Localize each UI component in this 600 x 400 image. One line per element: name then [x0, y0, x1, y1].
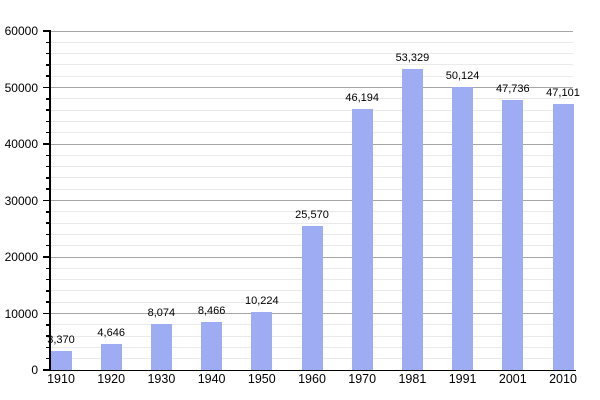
y-minor-tick	[46, 52, 50, 55]
minor-gridline	[50, 166, 573, 168]
y-minor-tick	[46, 222, 50, 224]
y-minor-tick	[46, 120, 50, 123]
y-minor-tick	[46, 211, 50, 213]
bar-2010	[552, 103, 574, 370]
minor-gridline	[50, 109, 573, 111]
y-major-tick	[43, 199, 50, 202]
value-label-1950: 10,224	[244, 295, 279, 308]
value-label-1960: 25,570	[295, 208, 329, 221]
minor-gridline	[50, 53, 573, 55]
y-minor-tick	[46, 290, 50, 292]
y-minor-tick	[46, 109, 50, 111]
major-gridline	[50, 143, 573, 145]
minor-gridline	[50, 41, 573, 43]
x-tick-label-1960: 1960	[298, 372, 326, 386]
x-tick-label-1940: 1940	[197, 372, 226, 386]
y-minor-tick	[46, 324, 50, 326]
x-axis	[49, 369, 576, 372]
y-tick-label: 60000	[4, 24, 38, 38]
major-gridline	[50, 200, 573, 201]
y-minor-tick	[46, 165, 50, 168]
y-tick-label: 0	[31, 363, 38, 377]
bar-1930	[150, 324, 172, 370]
minor-gridline	[50, 98, 573, 100]
y-major-tick	[43, 312, 50, 315]
y-minor-tick	[46, 41, 50, 44]
x-tick-label-1920: 1920	[97, 372, 126, 386]
y-tick-label: 30000	[4, 193, 38, 208]
value-label-1970: 46,194	[345, 92, 380, 104]
y-minor-tick	[46, 75, 50, 77]
y-minor-tick	[46, 278, 50, 281]
minor-gridline	[50, 188, 573, 190]
minor-gridline	[50, 222, 573, 224]
y-minor-tick	[46, 98, 50, 100]
y-major-tick	[43, 369, 50, 371]
bar-1991	[452, 86, 474, 370]
y-tick-label: 10000	[4, 306, 38, 321]
major-gridline	[50, 87, 573, 88]
value-label-1991: 50,124	[445, 69, 480, 82]
bar-1920	[100, 343, 122, 370]
minor-gridline	[50, 132, 573, 134]
value-label-2010: 47,101	[546, 86, 580, 99]
y-minor-tick	[46, 64, 50, 66]
bar-1950	[251, 312, 273, 370]
x-tick-label-1910: 1910	[47, 372, 75, 386]
y-minor-tick	[46, 188, 50, 190]
y-minor-tick	[46, 154, 50, 157]
y-minor-tick	[46, 357, 50, 360]
y-minor-tick	[46, 131, 50, 134]
x-tick-label-1950: 1950	[247, 372, 276, 386]
y-major-tick	[43, 256, 50, 258]
major-gridline	[50, 30, 573, 32]
minor-gridline	[50, 211, 573, 213]
value-label-1981: 53,329	[395, 51, 430, 64]
y-minor-tick	[46, 346, 50, 349]
y-minor-tick	[46, 267, 50, 270]
x-tick-label-1930: 1930	[147, 372, 176, 386]
bar-1940	[201, 322, 223, 370]
value-label-2001: 47,736	[495, 83, 530, 96]
y-minor-tick	[46, 177, 50, 179]
value-label-1920: 4,646	[97, 326, 125, 339]
x-tick-label-1991: 1991	[448, 372, 477, 386]
value-label-1910: 3,370	[47, 333, 75, 346]
x-tick-label-1981: 1981	[398, 372, 427, 386]
minor-gridline	[50, 64, 573, 66]
minor-gridline	[50, 154, 573, 156]
bar-1981	[401, 68, 423, 370]
y-major-tick	[43, 30, 50, 32]
bar-2001	[502, 100, 524, 370]
y-minor-tick	[46, 244, 50, 247]
y-tick-label: 40000	[4, 137, 38, 151]
value-label-1930: 8,074	[147, 307, 176, 320]
y-tick-label: 50000	[4, 80, 38, 95]
y-minor-tick	[46, 301, 50, 303]
x-tick-label-2010: 2010	[549, 372, 577, 386]
bar-1970	[351, 109, 373, 370]
value-label-1940: 8,466	[197, 305, 226, 318]
y-axis	[49, 30, 51, 371]
y-minor-tick	[46, 233, 50, 236]
minor-gridline	[50, 120, 573, 122]
x-tick-label-1970: 1970	[348, 372, 377, 386]
bar-1960	[301, 225, 323, 370]
minor-gridline	[50, 177, 573, 179]
y-major-tick	[43, 86, 50, 89]
y-minor-tick	[46, 335, 50, 337]
x-tick-label-2001: 2001	[498, 372, 527, 386]
minor-gridline	[50, 75, 573, 77]
y-tick-label: 20000	[4, 250, 38, 264]
y-major-tick	[43, 143, 50, 145]
bar-1910	[50, 350, 72, 370]
